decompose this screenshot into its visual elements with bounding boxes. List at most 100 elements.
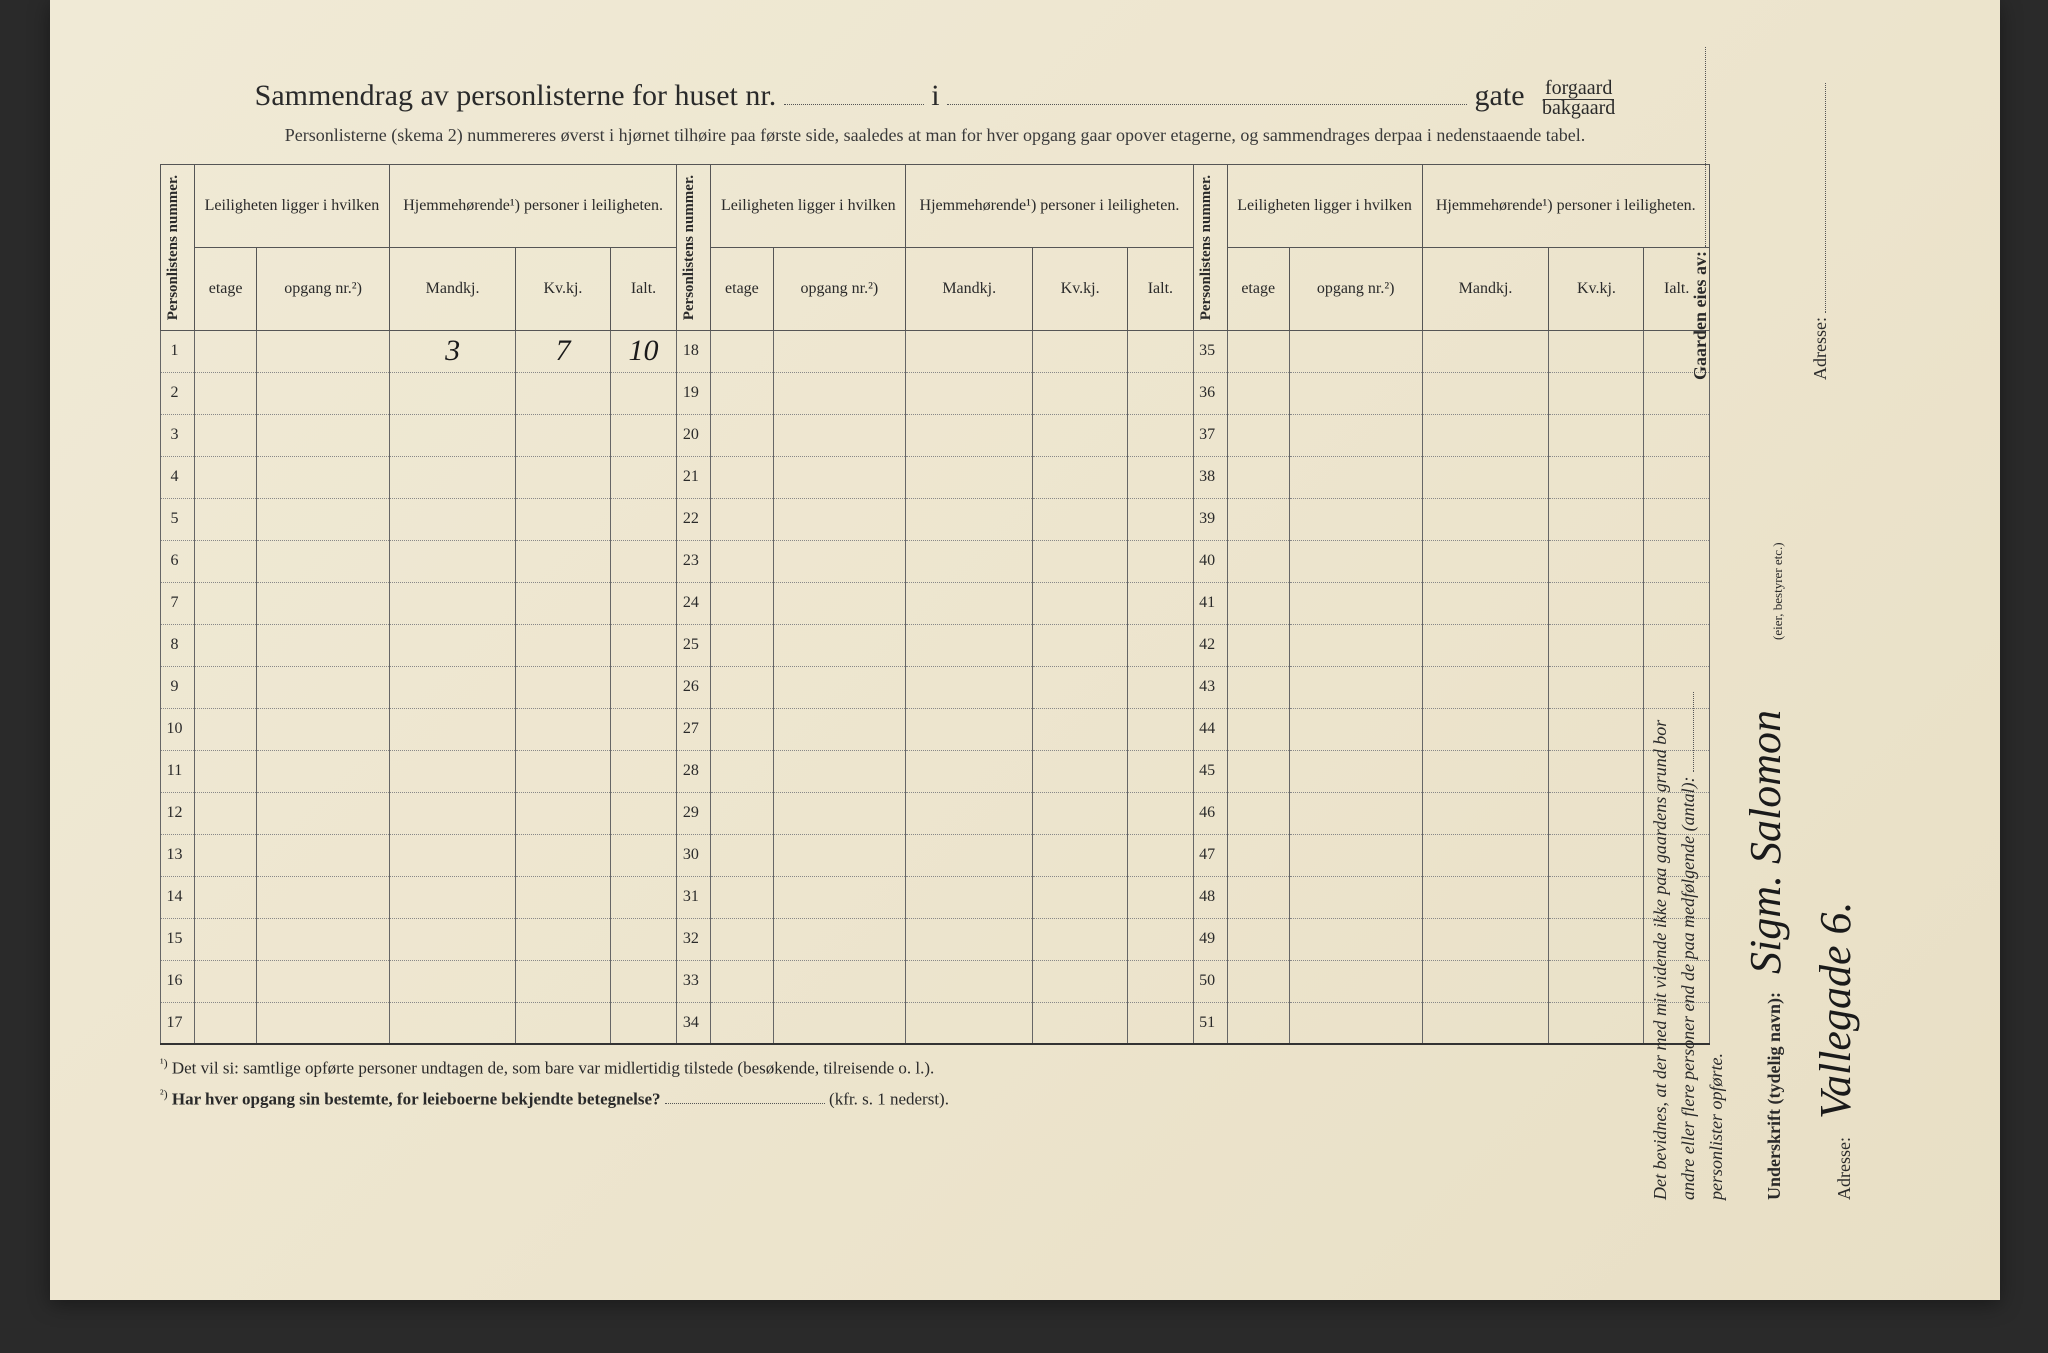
table-row: 32037 (161, 414, 1710, 456)
title-gate: gate (1475, 79, 1525, 112)
table-cell (906, 1002, 1033, 1044)
table-cell (389, 708, 515, 750)
row-number: 19 (677, 372, 711, 414)
table-cell (195, 582, 257, 624)
table-cell (389, 414, 515, 456)
col-mandkj: Mandkj. (389, 247, 515, 330)
table-cell (773, 330, 906, 372)
table-cell (1033, 792, 1128, 834)
table-cell (711, 708, 773, 750)
summary-table: Personlistens nummer.Leiligheten ligger … (160, 164, 1710, 1046)
table-cell (711, 750, 773, 792)
row-number: 31 (677, 876, 711, 918)
table-cell (610, 456, 677, 498)
table-cell (1033, 960, 1128, 1002)
table-cell (610, 960, 677, 1002)
table-cell (516, 372, 610, 414)
table-cell (1227, 372, 1289, 414)
table-cell (1549, 708, 1644, 750)
table-cell (257, 918, 390, 960)
table-cell (610, 918, 677, 960)
table-cell (516, 960, 610, 1002)
row-number: 30 (677, 834, 711, 876)
table-cell (773, 540, 906, 582)
table-cell (516, 540, 610, 582)
table-row: 82542 (161, 624, 1710, 666)
row-number: 4 (161, 456, 195, 498)
table-cell: 7 (516, 330, 610, 372)
table-cell (610, 792, 677, 834)
table-cell (1289, 1002, 1422, 1044)
table-cell (1227, 414, 1289, 456)
table-cell (906, 540, 1033, 582)
table-cell (906, 834, 1033, 876)
table-cell (906, 330, 1033, 372)
table-row: 52239 (161, 498, 1710, 540)
row-number: 10 (161, 708, 195, 750)
table-cell (1128, 414, 1194, 456)
table-cell (1422, 834, 1549, 876)
table-cell (1227, 960, 1289, 1002)
row-number: 28 (677, 750, 711, 792)
table-cell (1422, 960, 1549, 1002)
table-cell (711, 876, 773, 918)
table-row: 137101835 (161, 330, 1710, 372)
table-cell (1033, 624, 1128, 666)
table-cell (1289, 666, 1422, 708)
row-number: 48 (1193, 876, 1227, 918)
row-number: 33 (677, 960, 711, 1002)
table-cell (1549, 918, 1644, 960)
table-cell (1549, 960, 1644, 1002)
table-cell (1128, 834, 1194, 876)
table-cell (711, 1002, 773, 1044)
table-cell (610, 708, 677, 750)
table-cell (516, 750, 610, 792)
table-cell (257, 540, 390, 582)
table-cell (1033, 708, 1128, 750)
table-cell (389, 1002, 515, 1044)
eier-note: (eier, bestyrer etc.) (1770, 542, 1786, 640)
table-cell (1128, 582, 1194, 624)
document-page: Sammendrag av personlisterne for huset n… (50, 0, 2000, 1300)
table-cell (389, 876, 515, 918)
row-number: 46 (1193, 792, 1227, 834)
col-mandkj: Mandkj. (906, 247, 1033, 330)
row-number: 16 (161, 960, 195, 1002)
table-cell (516, 876, 610, 918)
table-cell (773, 498, 906, 540)
table-cell (1289, 414, 1422, 456)
sidebar: Det bevidnes, at der med mit vidende ikk… (1640, 80, 1920, 1230)
table-cell (389, 792, 515, 834)
col-etage: etage (195, 247, 257, 330)
table-cell (1422, 330, 1549, 372)
table-cell (516, 414, 610, 456)
col-etage: etage (711, 247, 773, 330)
table-cell (257, 876, 390, 918)
table-cell (1422, 498, 1549, 540)
row-number: 20 (677, 414, 711, 456)
signature: Sigm. Salomon (1741, 710, 1790, 974)
table-cell (257, 624, 390, 666)
table-cell (906, 876, 1033, 918)
table-row: 102744 (161, 708, 1710, 750)
table-cell (1289, 540, 1422, 582)
table-cell (1289, 456, 1422, 498)
table-cell (1033, 1002, 1128, 1044)
table-cell (195, 1002, 257, 1044)
col-personlistens-nummer: Personlistens nummer. (163, 169, 184, 326)
table-cell (1033, 330, 1128, 372)
table-cell (1033, 666, 1128, 708)
table-cell (195, 960, 257, 1002)
table-row: 122946 (161, 792, 1710, 834)
table-cell (1549, 330, 1644, 372)
table-cell (195, 918, 257, 960)
table-cell (257, 1002, 390, 1044)
table-cell (711, 540, 773, 582)
row-number: 24 (677, 582, 711, 624)
cell-kvkj: 7 (555, 334, 570, 367)
table-cell (610, 666, 677, 708)
table-cell (1422, 582, 1549, 624)
table-cell (516, 666, 610, 708)
table-cell (1128, 330, 1194, 372)
table-cell (1227, 1002, 1289, 1044)
